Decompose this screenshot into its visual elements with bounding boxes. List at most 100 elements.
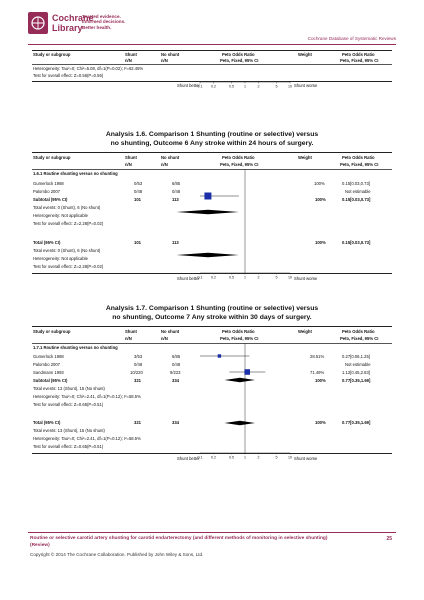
shunt-nn: 3/53: [134, 354, 143, 359]
note: Test for overall effect: Z=0.56(P=0.56): [33, 73, 104, 78]
col-shunt-nn: n/N: [125, 162, 132, 167]
col-method2: Peto, Fixed, 95% CI: [340, 58, 379, 63]
study-name: Sandmann 1993: [33, 370, 64, 375]
table-rule: [32, 81, 392, 82]
col-noshunt-nn: n/N: [161, 336, 168, 341]
shunt-nn: 10/220: [130, 370, 143, 375]
or-ci: 0.15[0.03,0.73]: [342, 240, 371, 245]
cochrane-logo[interactable]: Cochrane Library: [28, 12, 114, 36]
table-rule: [32, 50, 392, 51]
title-line: Analysis 1.7. Comparison 1 Shunting (rou…: [105, 305, 319, 312]
col-method2: Peto, Fixed, 95% CI: [340, 162, 379, 167]
axis-tick-label: 2: [258, 85, 260, 89]
tagline-2: Informed decisions.: [82, 19, 126, 25]
axis-tick-label: 0.5: [229, 85, 234, 89]
col-shunt: Shunt: [125, 52, 137, 57]
total-diamond: [224, 420, 256, 426]
axis-tick-label: 1: [244, 85, 246, 89]
col-study: Study or subgroup: [33, 329, 71, 334]
tagline-1: Trusted evidence.: [82, 14, 121, 19]
col-shunt-nn: n/N: [125, 336, 132, 341]
subtotal-label: Subtotal (95% CI): [33, 197, 68, 202]
col-noshunt-nn: n/N: [161, 162, 168, 167]
axis-tick-label: 10: [288, 456, 292, 460]
total-label: Total (95% CI): [33, 420, 61, 425]
table-rule: [32, 326, 392, 327]
page-header: Cochrane Library Trusted evidence. Infor…: [0, 0, 424, 44]
col-or2: Peto Odds Ratio: [342, 329, 375, 334]
note: Heterogeneity: Tau²=0; Chi²=2.41, df=1(P…: [33, 394, 141, 399]
axis-tick-label: 2: [258, 456, 260, 460]
col-method: Peto, Fixed, 95% CI: [220, 336, 259, 341]
analysis-1-6-title: Analysis 1.6. Comparison 1 Shunting (rou…: [0, 130, 424, 148]
or-ci: 0.15[0.03,0.73]: [342, 197, 371, 202]
total-diamond: [176, 252, 239, 258]
axis-tick-label: 2: [258, 276, 260, 280]
brand-line-2: Library: [52, 23, 83, 33]
col-method: Peto, Fixed, 95% CI: [220, 162, 259, 167]
title-line: Analysis 1.6. Comparison 1 Shunting (rou…: [105, 131, 319, 138]
note: Test for overall effect: Z=2.28(P=0.02): [33, 221, 104, 226]
axis-tick-label: 0.5: [229, 276, 234, 280]
col-or: Peto Odds Ratio: [222, 329, 255, 334]
col-method2: Peto, Fixed, 95% CI: [340, 336, 379, 341]
axis-left-label: Shunt better: [177, 456, 200, 461]
axis-tick-label: 0.5: [229, 456, 234, 460]
noshunt-total: 113: [172, 197, 179, 202]
analysis-1-7-table: Study or subgroup Shunt No shunt Peto Od…: [32, 326, 392, 496]
or-ci: Not estimable: [345, 362, 371, 367]
note: Heterogeneity: Tau²=0; Chi²=5.08, df=1(P…: [33, 66, 144, 71]
weight: 100%: [315, 378, 326, 383]
col-weight: Weight: [298, 52, 312, 57]
axis-tick-label: 0.1: [198, 276, 203, 280]
study-square: [244, 369, 251, 375]
subgroup-heading: 1.7.1 Routine shunting versus no shuntin…: [33, 345, 118, 350]
axis-right-label: Shunt worse: [294, 83, 318, 88]
table-rule: [32, 343, 392, 344]
col-method: Peto, Fixed, 95% CI: [220, 58, 259, 63]
study-name: Palombo 2007: [33, 189, 61, 194]
page-number: 25: [386, 536, 392, 542]
axis-right-label: Shunt worse: [294, 456, 318, 461]
noshunt-total: 334: [172, 420, 179, 425]
note: Test for overall effect: Z=2.28(P=0.02): [33, 264, 104, 269]
axis-tick-label: 0.2: [211, 85, 216, 89]
col-shunt: Shunt: [125, 329, 137, 334]
noshunt-total: 113: [172, 240, 179, 245]
col-or: Peto Odds Ratio: [222, 155, 255, 160]
note: Total events: 13 (Shunt), 15 (No shunt): [33, 428, 105, 433]
note: Total events: 0 (Shunt), 6 (No shunt): [33, 205, 101, 210]
header-divider: [28, 44, 396, 45]
col-weight: Weight: [298, 155, 312, 160]
axis-left-label: Shunt better: [177, 276, 200, 281]
noshunt-nn: 6/85: [172, 354, 181, 359]
footer-review: (Review): [30, 543, 50, 548]
axis-tick-label: 0.1: [198, 456, 203, 460]
shunt-nn: 0/53: [134, 181, 143, 186]
footer-copyright: Copyright © 2014 The Cochrane Collaborat…: [30, 552, 204, 557]
tagline-3: Better health.: [82, 24, 112, 30]
table-rule: [32, 152, 392, 153]
forest-plot-1-7: 0.1 0.2 0.5 1 2 5 10: [198, 343, 292, 460]
noshunt-nn: 6/85: [172, 181, 181, 186]
title-line: no shunting, Outcome 7 Any stroke within…: [112, 314, 312, 321]
col-shunt-nn: n/N: [125, 58, 132, 63]
tagline: Trusted evidence. Informed decisions. Be…: [82, 14, 125, 30]
weight: 100%: [314, 181, 325, 186]
note: Total events: 0 (Shunt), 6 (No shunt): [33, 248, 101, 253]
analysis-1-6-table: Study or subgroup Shunt No shunt Peto Od…: [32, 152, 392, 312]
note: Test for overall effect: Z=0.65(P=0.51): [33, 444, 104, 449]
weight: 100%: [315, 197, 326, 202]
table-rule: [32, 453, 392, 454]
axis-tick-label: 1: [244, 456, 246, 460]
prev-table: Study or subgroup Shunt No shunt Peto Od…: [32, 50, 392, 108]
col-noshunt: No shunt: [161, 155, 180, 160]
noshunt-nn: 9/223: [170, 370, 181, 375]
or-ci: Not estimable: [345, 189, 371, 194]
axis-tick-label: 5: [275, 85, 277, 89]
brand-line-1: Cochrane: [52, 13, 94, 23]
subtotal-diamond: [176, 209, 239, 215]
title-line: no shunting, Outcome 6 Any stroke within…: [110, 140, 314, 147]
col-shunt: Shunt: [125, 155, 137, 160]
col-or2: Peto Odds Ratio: [342, 52, 375, 57]
